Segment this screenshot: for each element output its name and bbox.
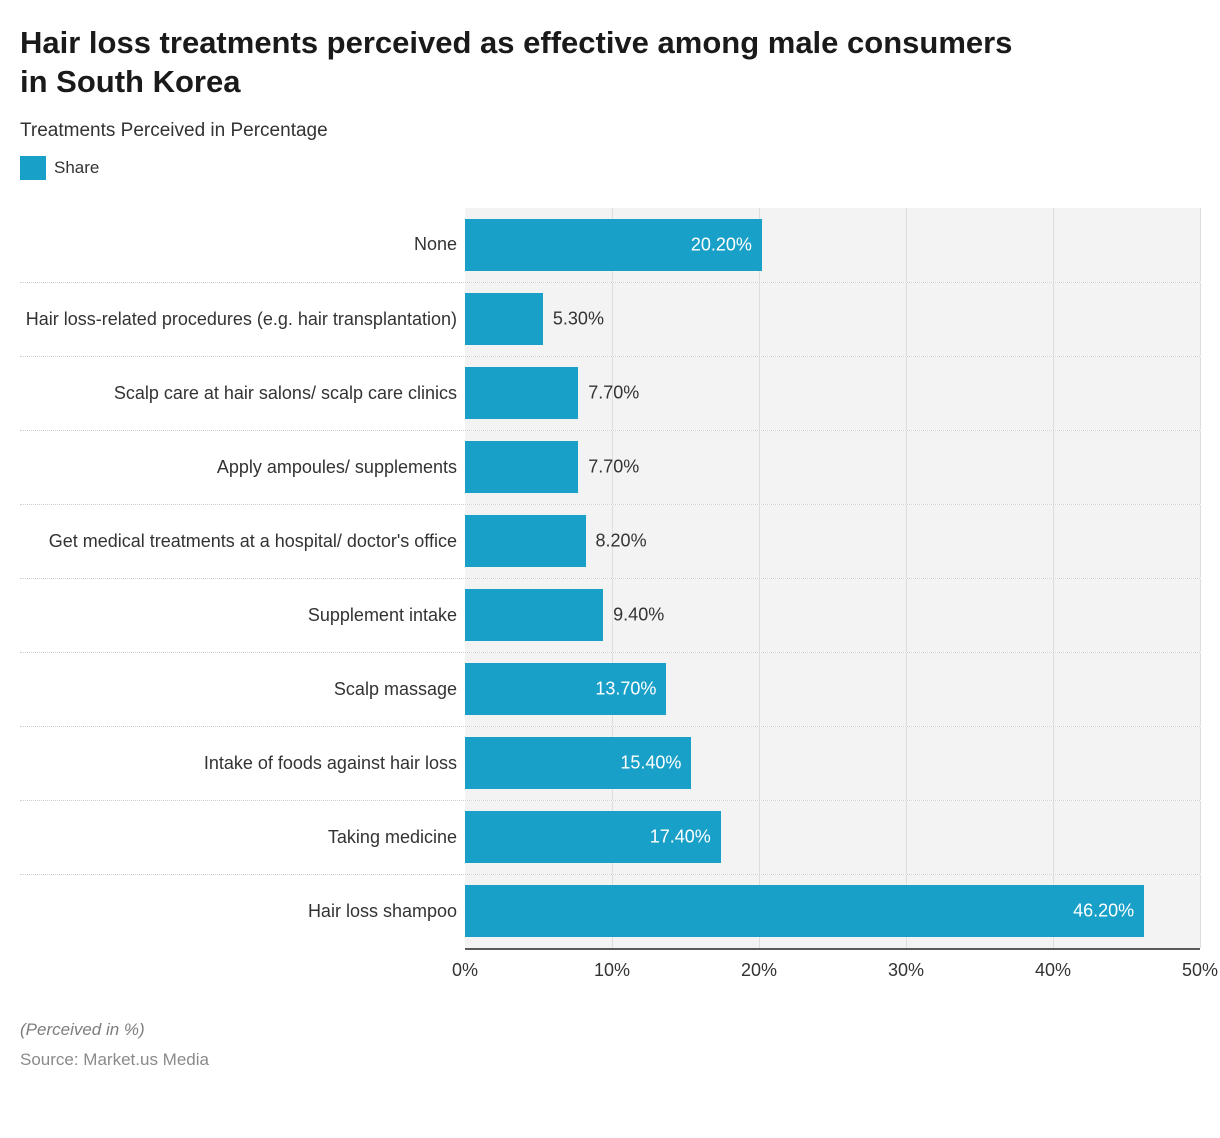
x-tick-label: 50% xyxy=(1182,960,1218,981)
x-tick-label: 30% xyxy=(888,960,924,981)
bar: 9.40% xyxy=(465,589,603,641)
x-tick-label: 20% xyxy=(741,960,777,981)
bar: 5.30% xyxy=(465,293,543,345)
chart-row: Get medical treatments at a hospital/ do… xyxy=(20,504,1200,578)
category-label: Scalp care at hair salons/ scalp care cl… xyxy=(20,357,465,430)
bar-cell: 7.70% xyxy=(465,357,1200,430)
category-label: Hair loss shampoo xyxy=(20,875,465,948)
chart-row: Supplement intake9.40% xyxy=(20,578,1200,652)
legend: Share xyxy=(20,156,1200,180)
x-tick-label: 10% xyxy=(594,960,630,981)
legend-swatch xyxy=(20,156,46,180)
bar: 13.70% xyxy=(465,663,666,715)
bar-cell: 7.70% xyxy=(465,431,1200,504)
category-label: Get medical treatments at a hospital/ do… xyxy=(20,505,465,578)
category-label: None xyxy=(20,208,465,282)
bar-cell: 5.30% xyxy=(465,283,1200,356)
legend-label: Share xyxy=(54,158,99,178)
category-label: Supplement intake xyxy=(20,579,465,652)
bar-cell: 15.40% xyxy=(465,727,1200,800)
chart-row: Hair loss-related procedures (e.g. hair … xyxy=(20,282,1200,356)
bar: 8.20% xyxy=(465,515,586,567)
bar-value-label: 20.20% xyxy=(691,234,752,255)
bar: 7.70% xyxy=(465,441,578,493)
bar-value-label: 9.40% xyxy=(613,605,664,626)
bar: 46.20% xyxy=(465,885,1144,937)
category-label: Taking medicine xyxy=(20,801,465,874)
bar-cell: 8.20% xyxy=(465,505,1200,578)
bar-value-label: 15.40% xyxy=(620,753,681,774)
chart-subtitle: Treatments Perceived in Percentage xyxy=(20,120,1200,142)
bar-chart: None 20.20% Hair loss-related procedures (… xyxy=(20,208,1200,990)
bar: 15.40% xyxy=(465,737,691,789)
footnote: (Perceived in %) xyxy=(20,1020,1200,1040)
bar-cell: 13.70% xyxy=(465,653,1200,726)
bar-value-label: 46.20% xyxy=(1073,901,1134,922)
chart-row: Hair loss shampoo 46.20% xyxy=(20,874,1200,948)
x-axis: 0%10%20%30%40%50% xyxy=(20,948,1200,990)
bar-cell: 20.20% xyxy=(465,208,1200,282)
category-label: Hair loss-related procedures (e.g. hair … xyxy=(20,283,465,356)
bar-cell: 17.40% xyxy=(465,801,1200,874)
bar-value-label: 8.20% xyxy=(596,531,647,552)
bar-value-label: 5.30% xyxy=(553,309,604,330)
chart-row: Apply ampoules/ supplements7.70% xyxy=(20,430,1200,504)
bar-value-label: 13.70% xyxy=(595,679,656,700)
chart-title: Hair loss treatments perceived as effect… xyxy=(20,24,1020,102)
chart-row: Scalp care at hair salons/ scalp care cl… xyxy=(20,356,1200,430)
chart-row: Taking medicine 17.40% xyxy=(20,800,1200,874)
bar-value-label: 7.70% xyxy=(588,383,639,404)
source-attribution: Source: Market.us Media xyxy=(20,1050,1200,1070)
bar-value-label: 7.70% xyxy=(588,457,639,478)
bar: 7.70% xyxy=(465,367,578,419)
bar-cell: 9.40% xyxy=(465,579,1200,652)
x-tick-label: 0% xyxy=(452,960,478,981)
chart-row: Scalp massage 13.70% xyxy=(20,652,1200,726)
bar: 17.40% xyxy=(465,811,721,863)
category-label: Apply ampoules/ supplements xyxy=(20,431,465,504)
chart-row: None 20.20% xyxy=(20,208,1200,282)
x-tick-label: 40% xyxy=(1035,960,1071,981)
bar-value-label: 17.40% xyxy=(650,827,711,848)
category-label: Intake of foods against hair loss xyxy=(20,727,465,800)
bar-cell: 46.20% xyxy=(465,875,1200,948)
bar: 20.20% xyxy=(465,219,762,271)
category-label: Scalp massage xyxy=(20,653,465,726)
chart-row: Intake of foods against hair loss 15.40% xyxy=(20,726,1200,800)
